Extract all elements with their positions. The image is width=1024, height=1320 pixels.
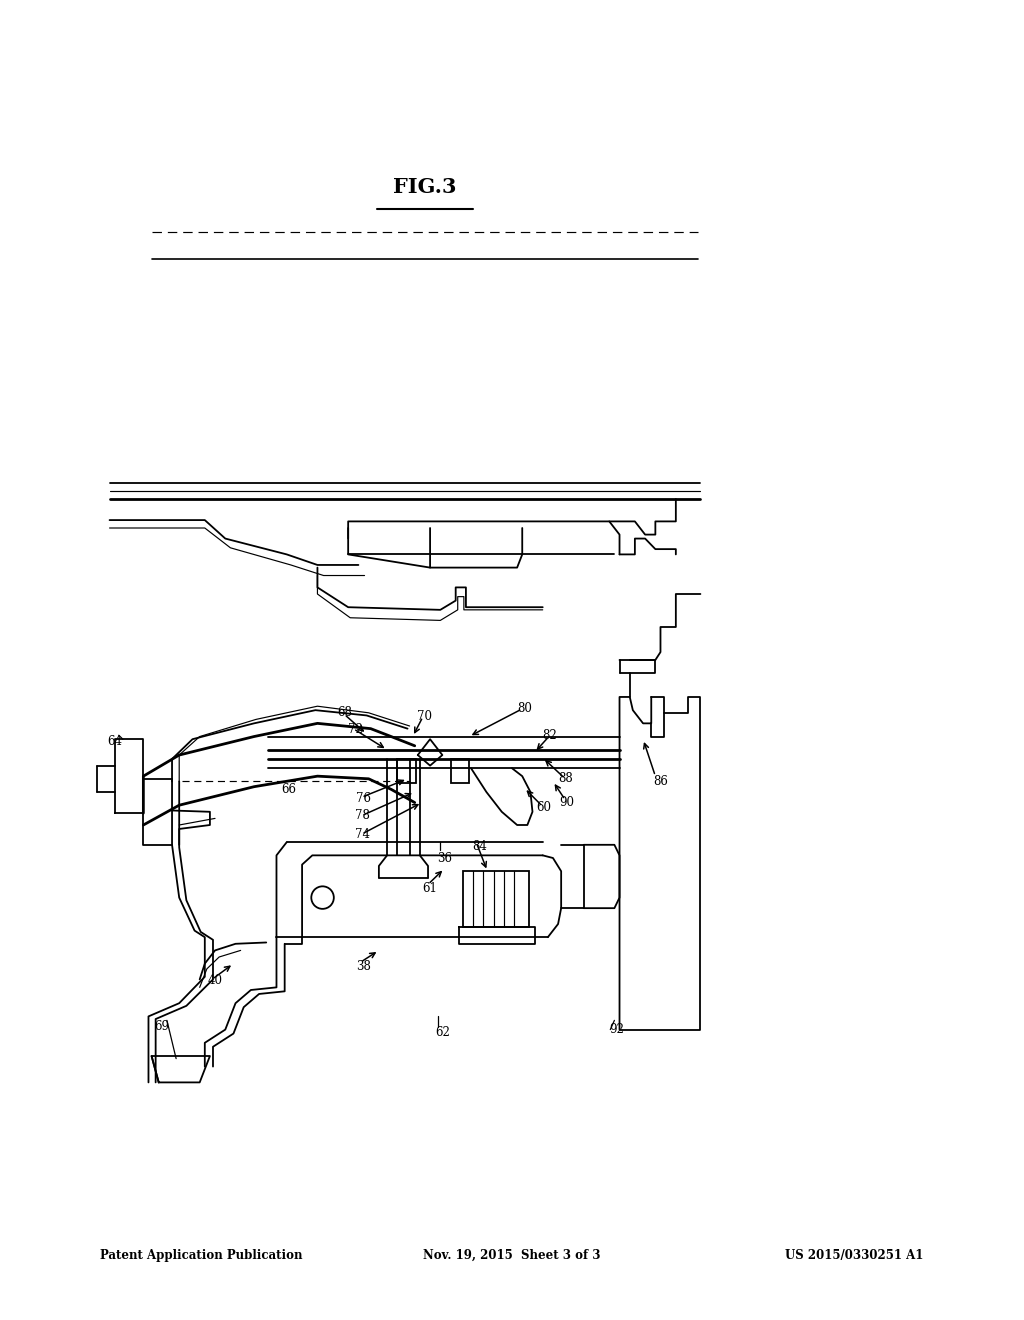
Text: 36: 36 — [437, 851, 452, 865]
Text: 76: 76 — [356, 792, 371, 805]
Text: Nov. 19, 2015  Sheet 3 of 3: Nov. 19, 2015 Sheet 3 of 3 — [423, 1249, 601, 1262]
Text: 38: 38 — [356, 960, 371, 973]
Text: 61: 61 — [423, 882, 437, 895]
Text: 74: 74 — [355, 828, 370, 841]
Text: FIG.3: FIG.3 — [393, 177, 457, 198]
Text: 68: 68 — [338, 706, 352, 719]
Bar — [463, 871, 529, 927]
Text: Patent Application Publication: Patent Application Publication — [100, 1249, 303, 1262]
Text: 78: 78 — [355, 809, 370, 822]
Text: 70: 70 — [418, 710, 432, 723]
Text: 90: 90 — [559, 796, 573, 809]
Text: 92: 92 — [609, 1023, 624, 1036]
Text: US 2015/0330251 A1: US 2015/0330251 A1 — [785, 1249, 924, 1262]
Text: 64: 64 — [108, 735, 122, 748]
Text: 40: 40 — [208, 974, 222, 987]
Text: 69: 69 — [155, 1020, 169, 1034]
Text: 86: 86 — [653, 775, 668, 788]
Bar — [451, 759, 469, 783]
Text: 60: 60 — [537, 801, 551, 814]
Text: 62: 62 — [435, 1026, 450, 1039]
Text: 72: 72 — [348, 723, 362, 737]
Text: 66: 66 — [282, 783, 296, 796]
Text: 88: 88 — [558, 772, 572, 785]
Text: 82: 82 — [543, 729, 557, 742]
Text: 84: 84 — [472, 840, 486, 853]
Bar — [397, 759, 416, 783]
Text: 80: 80 — [517, 702, 531, 715]
